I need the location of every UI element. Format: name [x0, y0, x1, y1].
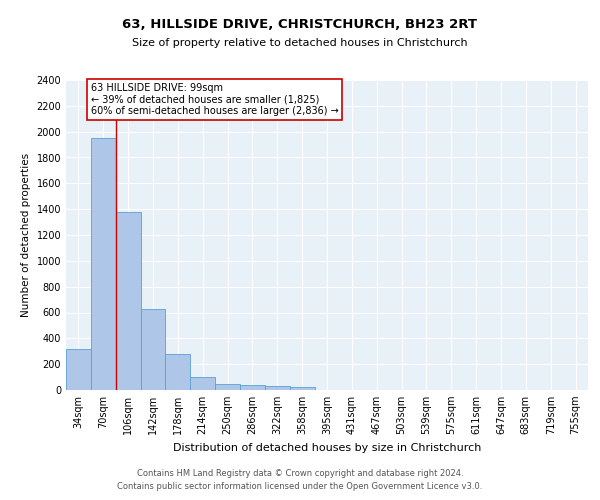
- Bar: [265, 386, 290, 390]
- Bar: [215, 384, 240, 390]
- Y-axis label: Number of detached properties: Number of detached properties: [21, 153, 31, 317]
- Text: Size of property relative to detached houses in Christchurch: Size of property relative to detached ho…: [132, 38, 468, 48]
- Bar: [290, 387, 314, 390]
- Text: 63, HILLSIDE DRIVE, CHRISTCHURCH, BH23 2RT: 63, HILLSIDE DRIVE, CHRISTCHURCH, BH23 2…: [122, 18, 478, 30]
- X-axis label: Distribution of detached houses by size in Christchurch: Distribution of detached houses by size …: [173, 442, 481, 452]
- Bar: [140, 308, 166, 390]
- Text: 63 HILLSIDE DRIVE: 99sqm
← 39% of detached houses are smaller (1,825)
60% of sem: 63 HILLSIDE DRIVE: 99sqm ← 39% of detach…: [91, 82, 338, 116]
- Text: Contains public sector information licensed under the Open Government Licence v3: Contains public sector information licen…: [118, 482, 482, 491]
- Bar: [190, 377, 215, 390]
- Text: Contains HM Land Registry data © Crown copyright and database right 2024.: Contains HM Land Registry data © Crown c…: [137, 468, 463, 477]
- Bar: [240, 386, 265, 390]
- Bar: [116, 212, 140, 390]
- Bar: [166, 354, 190, 390]
- Bar: [91, 138, 116, 390]
- Bar: [66, 350, 91, 390]
